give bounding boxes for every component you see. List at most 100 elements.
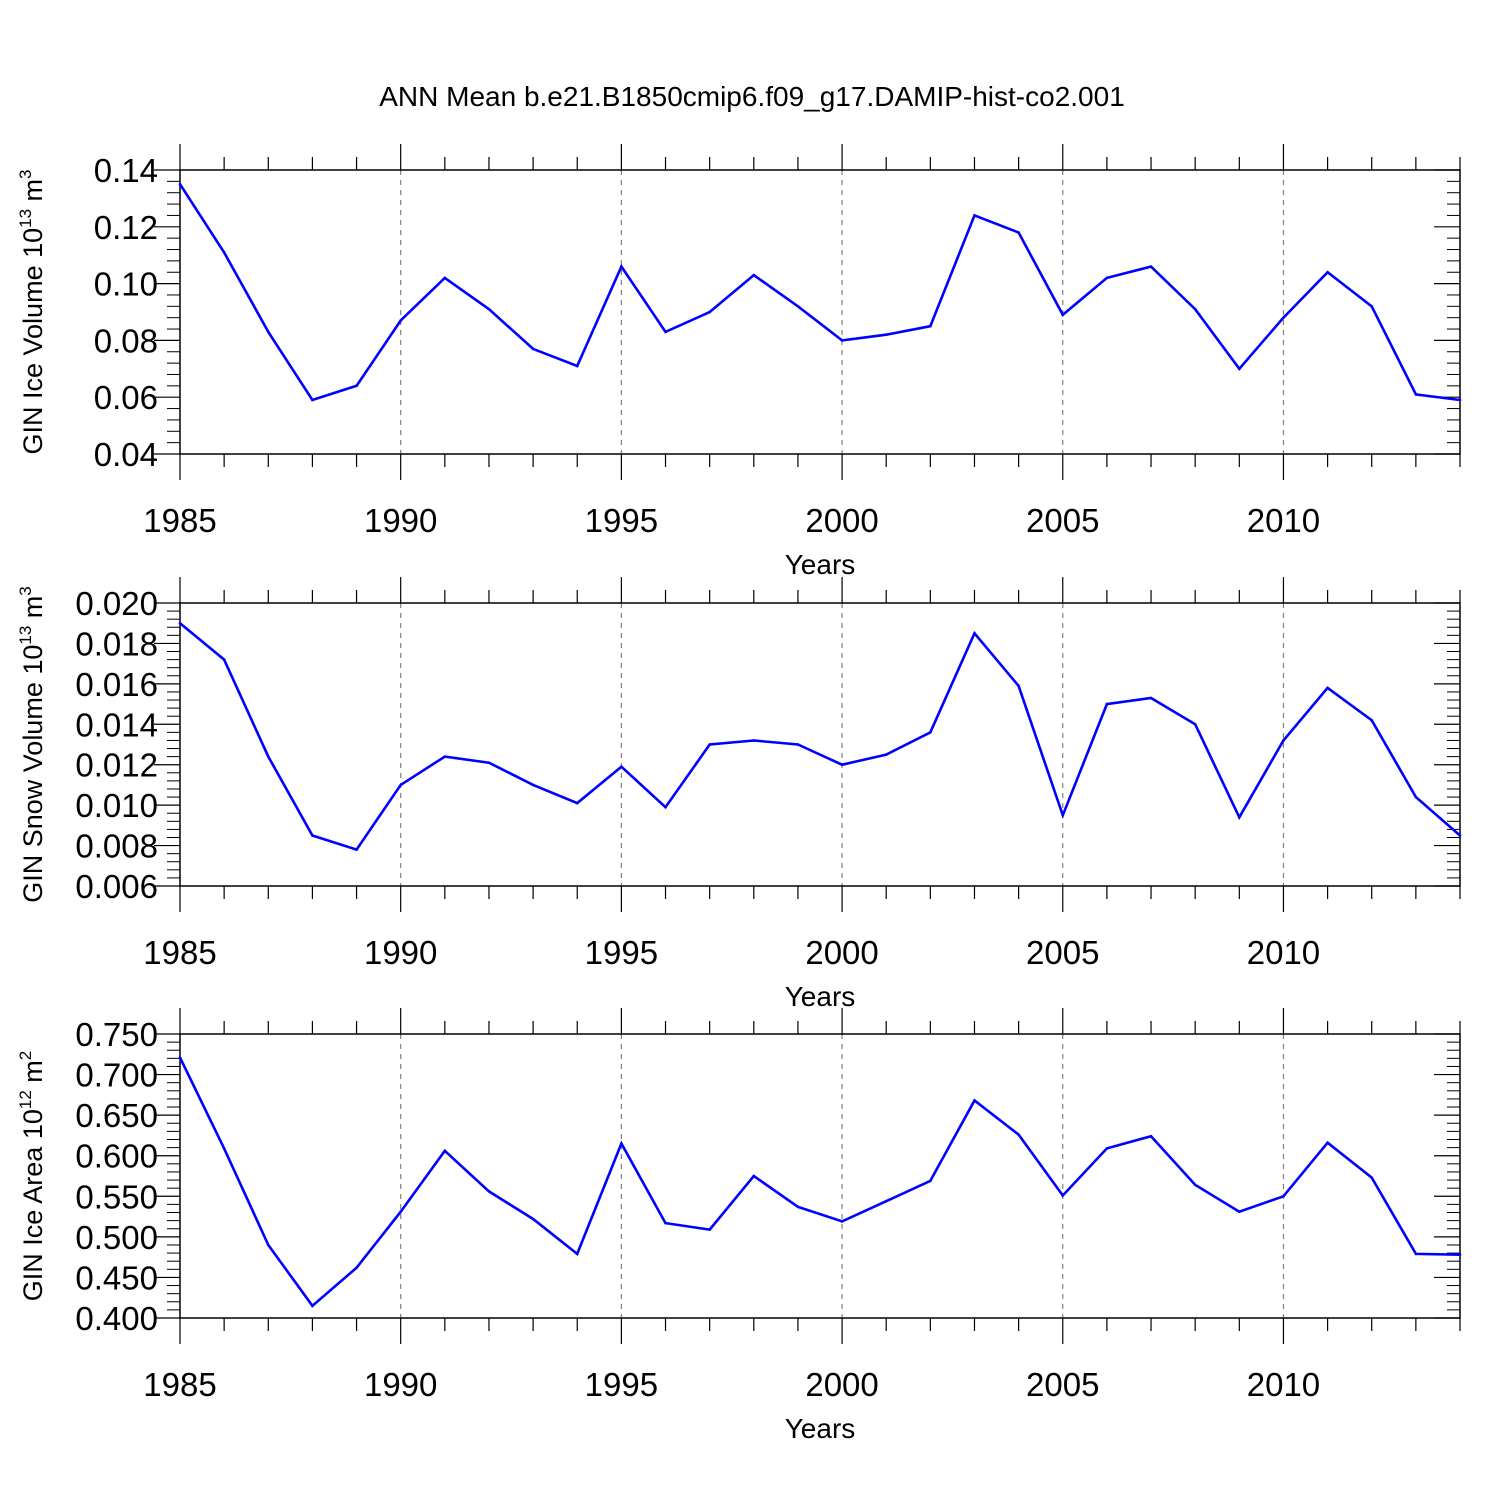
x-tick-label: 1985 bbox=[143, 1366, 216, 1403]
y-axis-label-superscript: 3 bbox=[16, 586, 35, 595]
data-point bbox=[311, 1304, 314, 1308]
data-point bbox=[796, 743, 800, 746]
data-point bbox=[973, 214, 976, 217]
x-tick-label: 1990 bbox=[364, 934, 437, 971]
data-point bbox=[1458, 398, 1462, 402]
data-point bbox=[266, 755, 270, 758]
data-point bbox=[1238, 1210, 1241, 1214]
y-tick-label: 0.04 bbox=[94, 436, 158, 473]
data-point bbox=[1061, 1194, 1065, 1197]
data-point bbox=[708, 1228, 711, 1231]
data-point bbox=[664, 330, 667, 334]
data-point bbox=[1105, 702, 1109, 706]
data-point bbox=[884, 1199, 888, 1203]
data-point bbox=[1414, 795, 1418, 799]
data-point bbox=[1238, 815, 1241, 819]
x-tick-label: 1995 bbox=[585, 502, 658, 539]
data-point bbox=[1149, 1134, 1153, 1138]
y-tick-label: 0.016 bbox=[75, 666, 158, 703]
data-point bbox=[355, 1266, 358, 1269]
data-point bbox=[1326, 1141, 1329, 1145]
y-axis-label-text: m bbox=[18, 596, 48, 626]
y-tick-label: 0.600 bbox=[75, 1138, 158, 1175]
y-tick-label: 0.500 bbox=[75, 1219, 158, 1256]
series-line bbox=[179, 622, 1461, 852]
data-point bbox=[443, 755, 447, 758]
data-point bbox=[443, 276, 447, 280]
y-tick-label: 0.14 bbox=[94, 152, 158, 189]
data-point bbox=[531, 783, 535, 787]
data-point bbox=[752, 1174, 756, 1178]
data-point bbox=[266, 330, 270, 334]
data-point bbox=[178, 1056, 182, 1059]
x-tick-label: 1985 bbox=[143, 502, 216, 539]
data-point bbox=[1193, 722, 1197, 726]
data-point bbox=[1414, 393, 1418, 396]
data-point bbox=[487, 307, 491, 311]
data-point bbox=[531, 1217, 535, 1221]
data-point bbox=[973, 632, 976, 635]
y-axis-label-superscript: 12 bbox=[16, 1090, 35, 1109]
data-point bbox=[1017, 1133, 1020, 1136]
y-axis-label-superscript: 13 bbox=[16, 626, 35, 645]
data-point bbox=[222, 1147, 226, 1150]
plot-frame bbox=[179, 169, 1461, 455]
y-tick-label: 0.012 bbox=[75, 747, 158, 784]
y-axis-label-text: m bbox=[18, 179, 48, 209]
data-point bbox=[575, 1252, 579, 1256]
data-point bbox=[1282, 316, 1285, 319]
data-point bbox=[708, 743, 711, 746]
data-point bbox=[1414, 1252, 1418, 1256]
data-point bbox=[973, 1099, 976, 1102]
data-point bbox=[620, 765, 623, 769]
data-point bbox=[620, 1142, 623, 1145]
series-line bbox=[178, 1056, 1461, 1308]
x-tick-label: 1990 bbox=[364, 1366, 437, 1403]
data-point bbox=[1282, 1194, 1285, 1198]
data-point bbox=[929, 324, 932, 328]
y-tick-label: 0.014 bbox=[75, 706, 158, 743]
y-axis-label-text: m bbox=[18, 1060, 48, 1090]
x-tick-label: 2005 bbox=[1026, 934, 1099, 971]
data-point bbox=[575, 364, 579, 368]
x-tick-label: 2010 bbox=[1247, 502, 1320, 539]
panel-ice-volume: 0.04 0.06 0.08 0.10 0.12 0.14 1985 1990 1995 2000… bbox=[16, 144, 1462, 580]
data-point bbox=[1326, 686, 1329, 690]
data-point bbox=[664, 1221, 667, 1225]
plot-frame bbox=[179, 1033, 1461, 1319]
figure-title: ANN Mean b.e21.B1850cmip6.f09_g17.DAMIP-… bbox=[379, 81, 1125, 112]
y-axis-label: GIN Ice Volume 1013 m3 bbox=[16, 169, 48, 454]
data-point bbox=[1149, 265, 1153, 268]
y-tick-label: 0.020 bbox=[75, 585, 158, 622]
y-tick-label: 0.08 bbox=[94, 322, 158, 359]
data-point bbox=[1238, 367, 1241, 371]
y-tick-label: 0.008 bbox=[75, 828, 158, 865]
data-point bbox=[222, 251, 226, 254]
data-point bbox=[884, 753, 888, 756]
x-tick-label: 2010 bbox=[1247, 934, 1320, 971]
data-point bbox=[664, 805, 667, 809]
y-axis-label-superscript: 2 bbox=[16, 1051, 35, 1060]
data-point bbox=[840, 763, 844, 767]
data-point bbox=[884, 333, 888, 337]
data-point bbox=[1370, 1176, 1374, 1179]
y-tick-label: 0.018 bbox=[75, 625, 158, 662]
x-axis-label: Years bbox=[785, 981, 856, 1012]
data-point bbox=[487, 1190, 491, 1193]
x-tick-label: 1985 bbox=[143, 934, 216, 971]
data-point bbox=[1105, 276, 1109, 280]
data-point bbox=[311, 398, 314, 402]
data-point bbox=[311, 834, 314, 837]
data-point bbox=[1061, 313, 1065, 317]
x-tick-label: 1995 bbox=[585, 934, 658, 971]
data-point bbox=[1326, 270, 1329, 274]
y-tick-label: 0.12 bbox=[94, 209, 158, 246]
y-axis-label: GIN Snow Volume 1013 m3 bbox=[16, 586, 48, 903]
series-line bbox=[178, 183, 1461, 402]
data-point bbox=[1017, 231, 1020, 234]
data-point bbox=[840, 1220, 844, 1223]
data-point bbox=[752, 739, 756, 742]
data-point bbox=[1105, 1147, 1109, 1150]
